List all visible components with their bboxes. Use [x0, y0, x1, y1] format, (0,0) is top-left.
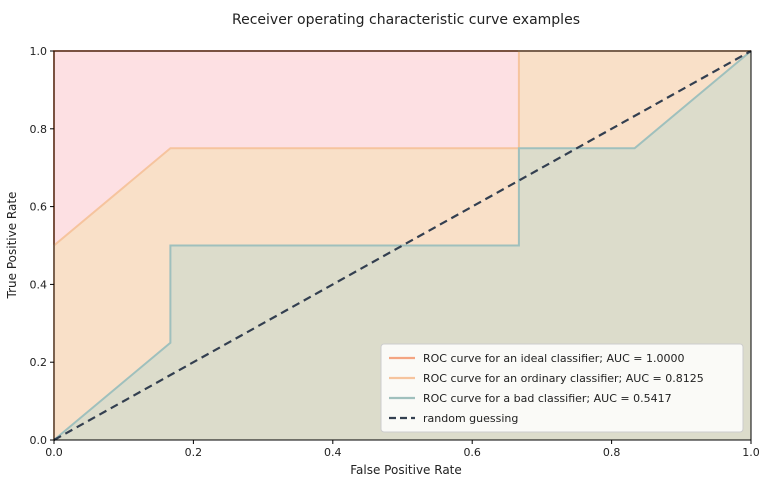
x-tick-label: 0.6 — [463, 446, 481, 459]
chart-title: Receiver operating characteristic curve … — [232, 12, 580, 28]
x-tick-label: 1.0 — [742, 446, 760, 459]
x-tick-label: 0.8 — [603, 446, 621, 459]
x-tick-label: 0.4 — [324, 446, 342, 459]
plot-frame — [53, 50, 752, 441]
legend: ROC curve for an ideal classifier; AUC =… — [380, 343, 744, 433]
series-4-line — [53, 50, 752, 441]
series-3-line — [53, 50, 752, 441]
legend-entry: ROC curve for an ordinary classifier; AU… — [423, 372, 704, 385]
y-axis-label: True Positive Rate — [5, 192, 19, 300]
x-tick-label: 0.0 — [45, 446, 63, 459]
legend-entry: ROC curve for an ideal classifier; AUC =… — [423, 352, 684, 365]
y-tick-label: 1.0 — [30, 45, 48, 58]
x-tick-label: 0.2 — [185, 446, 203, 459]
x-axis-ticks: 0.0 0.2 0.4 0.6 0.8 1.0 — [45, 440, 760, 459]
y-tick-label: 0.6 — [30, 201, 48, 214]
y-tick-label: 0.0 — [30, 434, 48, 447]
x-axis-label: False Positive Rate — [350, 463, 462, 477]
legend-entry: random guessing — [423, 412, 518, 425]
y-tick-label: 0.2 — [30, 356, 48, 369]
legend-entry: ROC curve for a bad classifier; AUC = 0.… — [423, 392, 672, 405]
y-tick-label: 0.8 — [30, 123, 48, 136]
y-axis-ticks: 0.0 0.2 0.4 0.6 0.8 1.0 — [30, 45, 54, 447]
y-tick-label: 0.4 — [30, 278, 48, 291]
legend-box — [380, 343, 744, 433]
